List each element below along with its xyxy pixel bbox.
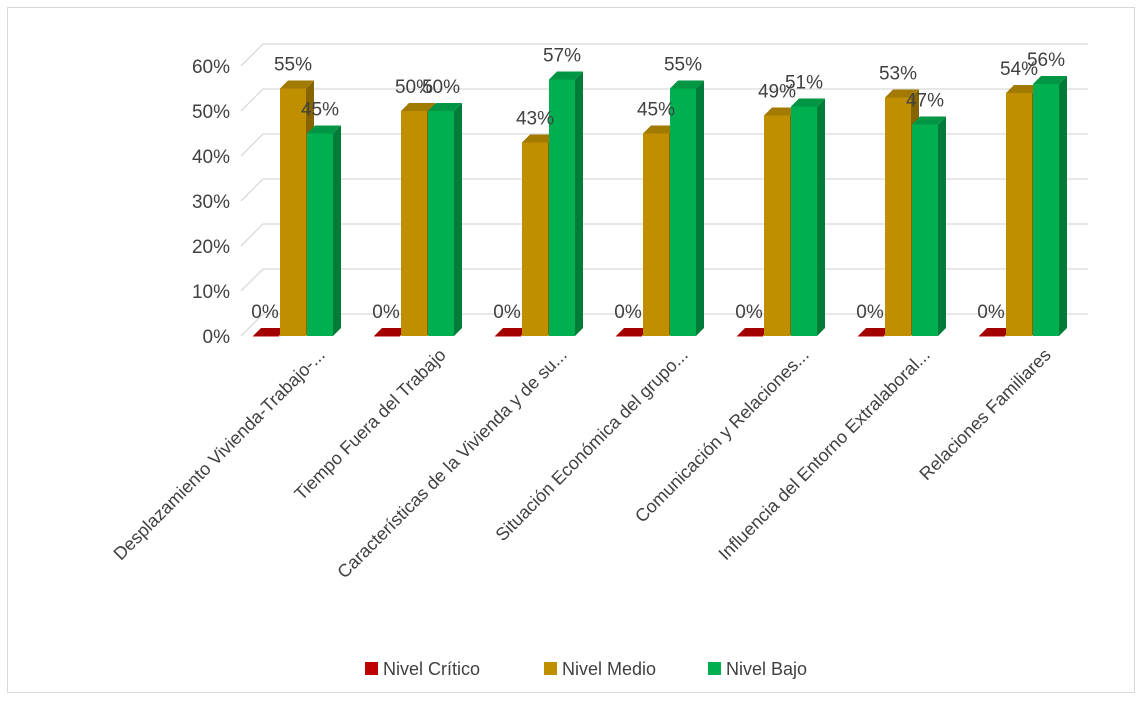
data-label: 54% xyxy=(1000,59,1038,80)
bar-top xyxy=(495,328,529,336)
bar-side xyxy=(454,103,462,336)
y-tick-label: 50% xyxy=(192,102,230,123)
data-label: 0% xyxy=(856,302,884,323)
bar-nivel-bajo xyxy=(428,111,454,336)
bar-top xyxy=(401,103,435,111)
bar-top xyxy=(522,134,556,143)
legend-swatch xyxy=(544,662,557,675)
bar-nivel-critico xyxy=(737,336,763,337)
y-tick-label: 0% xyxy=(203,327,231,348)
data-label: 50% xyxy=(395,77,433,98)
legend-label: Nivel Bajo xyxy=(726,659,807,679)
bar-nivel-bajo xyxy=(549,79,575,336)
data-label: 55% xyxy=(664,55,702,76)
bar-nivel-critico xyxy=(979,336,1005,337)
data-label: 0% xyxy=(735,302,763,323)
bar-nivel-medio xyxy=(522,142,548,336)
bar-side xyxy=(817,98,825,336)
y-tick-label: 60% xyxy=(192,57,230,78)
bar-nivel-medio xyxy=(401,111,427,336)
data-label: 43% xyxy=(516,109,554,130)
bar-side xyxy=(575,71,583,336)
bar-nivel-medio xyxy=(280,88,306,336)
bar-top xyxy=(428,103,462,111)
bar-top xyxy=(307,125,341,134)
data-label: 0% xyxy=(493,302,521,323)
y-tick-label: 20% xyxy=(192,237,230,258)
bar-top xyxy=(912,116,946,125)
bar-nivel-medio xyxy=(764,115,790,336)
bar-top xyxy=(791,98,825,107)
bar-top xyxy=(764,107,798,116)
chart-frame: 0% 55% 45% 0% 50% 50% 0% 43% 57% 0% 45% 55% 0% 49% 51%… xyxy=(7,7,1135,693)
category-label: Influencia del Entorno Extralaboral... xyxy=(715,345,934,564)
bar-top xyxy=(374,328,408,336)
category-label: Relaciones Familiares xyxy=(915,345,1054,484)
bar-nivel-bajo xyxy=(791,106,817,336)
bar-top xyxy=(885,89,919,98)
bar-side xyxy=(333,125,341,336)
data-label: 56% xyxy=(1027,50,1065,71)
y-tick-label: 10% xyxy=(192,282,230,303)
bar-top xyxy=(280,80,314,89)
legend-label: Nivel Crítico xyxy=(383,659,480,679)
bar-top xyxy=(1006,85,1040,93)
bar-side xyxy=(1059,76,1067,336)
bar-nivel-critico xyxy=(858,336,884,337)
bar-side xyxy=(696,80,704,336)
bar-nivel-bajo xyxy=(912,124,938,336)
data-label: 47% xyxy=(906,91,944,112)
legend-swatch xyxy=(708,662,721,675)
legend-swatch xyxy=(365,662,378,675)
bar-top xyxy=(616,328,650,336)
data-label: 45% xyxy=(301,100,339,121)
bar-top xyxy=(737,328,771,336)
y-tick-label: 30% xyxy=(192,192,230,213)
bar-top xyxy=(1033,76,1067,84)
bar-nivel-medio xyxy=(885,97,911,336)
bar-top xyxy=(549,71,583,80)
gridline xyxy=(240,88,1088,112)
data-label: 45% xyxy=(637,100,675,121)
bar-top xyxy=(643,125,677,134)
bar-top xyxy=(979,328,1013,336)
category-label: Situación Económica del grupo... xyxy=(492,345,692,545)
bar-nivel-bajo xyxy=(1033,84,1059,336)
bar-top xyxy=(670,80,704,89)
data-label: 49% xyxy=(758,82,796,103)
bar-nivel-bajo xyxy=(670,88,696,336)
bar-top xyxy=(253,328,287,336)
data-label: 0% xyxy=(977,302,1005,323)
bar-nivel-critico xyxy=(253,336,279,337)
bar-top xyxy=(858,328,892,336)
legend-label: Nivel Medio xyxy=(562,659,656,679)
bar-nivel-critico xyxy=(374,336,400,337)
bar-nivel-medio xyxy=(1006,93,1032,336)
data-label: 55% xyxy=(274,55,312,76)
data-label: 50% xyxy=(422,77,460,98)
bar-chart: 0%55%45%0%50%50%0%43%57%0%45%55%0%49%51%… xyxy=(110,43,1088,679)
data-label: 53% xyxy=(879,64,917,85)
data-label: 0% xyxy=(251,302,279,323)
data-label: 51% xyxy=(785,73,823,94)
gridline xyxy=(240,43,1088,67)
bar-nivel-critico xyxy=(616,336,642,337)
data-label: 0% xyxy=(614,302,642,323)
bar-nivel-medio xyxy=(643,133,669,336)
bar-nivel-bajo xyxy=(307,133,333,336)
category-label: Desplazamiento Vivienda-Trabajo-... xyxy=(110,345,329,564)
bar-side xyxy=(938,116,946,336)
y-tick-label: 40% xyxy=(192,147,230,168)
data-label: 57% xyxy=(543,46,581,67)
category-label: Características de la Vivienda y de su..… xyxy=(333,345,570,582)
data-label: 0% xyxy=(372,302,400,323)
bar-nivel-critico xyxy=(495,336,521,337)
